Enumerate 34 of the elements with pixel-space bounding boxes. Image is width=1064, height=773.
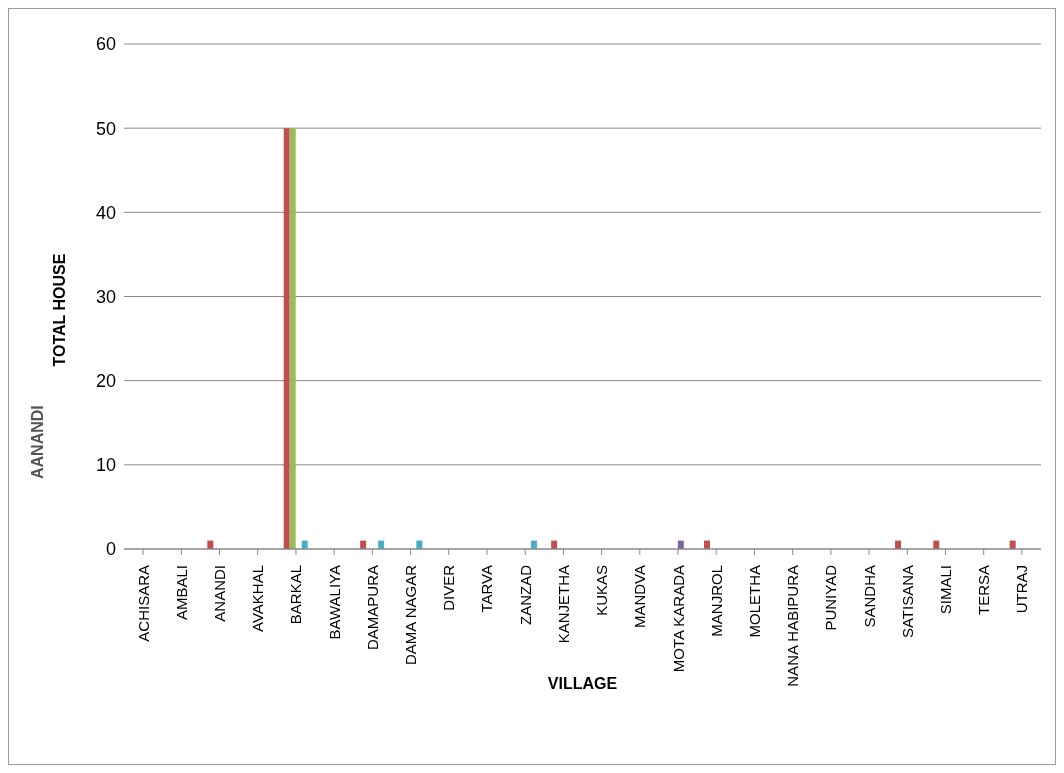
x-tick-label: NANA HABIPURA: [784, 565, 802, 687]
x-tick-label: TARVA: [478, 565, 496, 613]
x-tick-label: SIMALI: [936, 565, 954, 615]
y-axis-title: TOTAL HOUSE: [50, 253, 68, 367]
x-tick-label: SATISANA: [898, 565, 916, 639]
x-tick-label: AVAKHAL: [249, 565, 267, 632]
x-tick-label: ANANDI: [211, 565, 229, 622]
x-tick-label: PUNIYAD: [822, 564, 840, 631]
x-tick-label: KANJETHA: [554, 565, 572, 644]
y-tick-label: 40: [95, 202, 116, 223]
x-tick-label: MANDVA: [631, 565, 649, 629]
x-tick-label: UTRAJ: [1013, 565, 1031, 614]
x-tick-label: MOTA KARADA: [669, 565, 687, 673]
x-tick-label: DIVER: [440, 564, 458, 611]
x-tick-label: BAWALIYA: [325, 565, 343, 640]
x-tick-label: AMBALI: [172, 565, 190, 621]
x-tick-label: DAMAPURA: [363, 565, 381, 651]
y-tick-label: 30: [95, 286, 116, 307]
text: AANANDI: [29, 405, 47, 479]
x-tick-label: ZANZAD: [516, 564, 534, 625]
y-tick-label: 60: [95, 34, 116, 55]
x-tick-label: ACHISARA: [134, 565, 152, 642]
y-tick-label: 10: [95, 455, 116, 476]
x-tick-label: SANDHA: [860, 565, 878, 628]
x-tick-label: KUKAS: [593, 565, 611, 616]
x-tick-label: BARKAL: [287, 565, 305, 625]
x-tick-label: DAMA NAGAR: [402, 564, 420, 666]
y-tick-label: 20: [95, 371, 116, 392]
x-axis-title: VILLAGE: [547, 675, 618, 692]
y-tick-label: 50: [95, 118, 116, 139]
x-tick-label: MANJROL: [707, 565, 725, 637]
x-tick-label: TERSA: [975, 565, 993, 616]
y-tick-label: 0: [105, 539, 116, 560]
x-tick-label: MOLETHA: [745, 565, 763, 638]
